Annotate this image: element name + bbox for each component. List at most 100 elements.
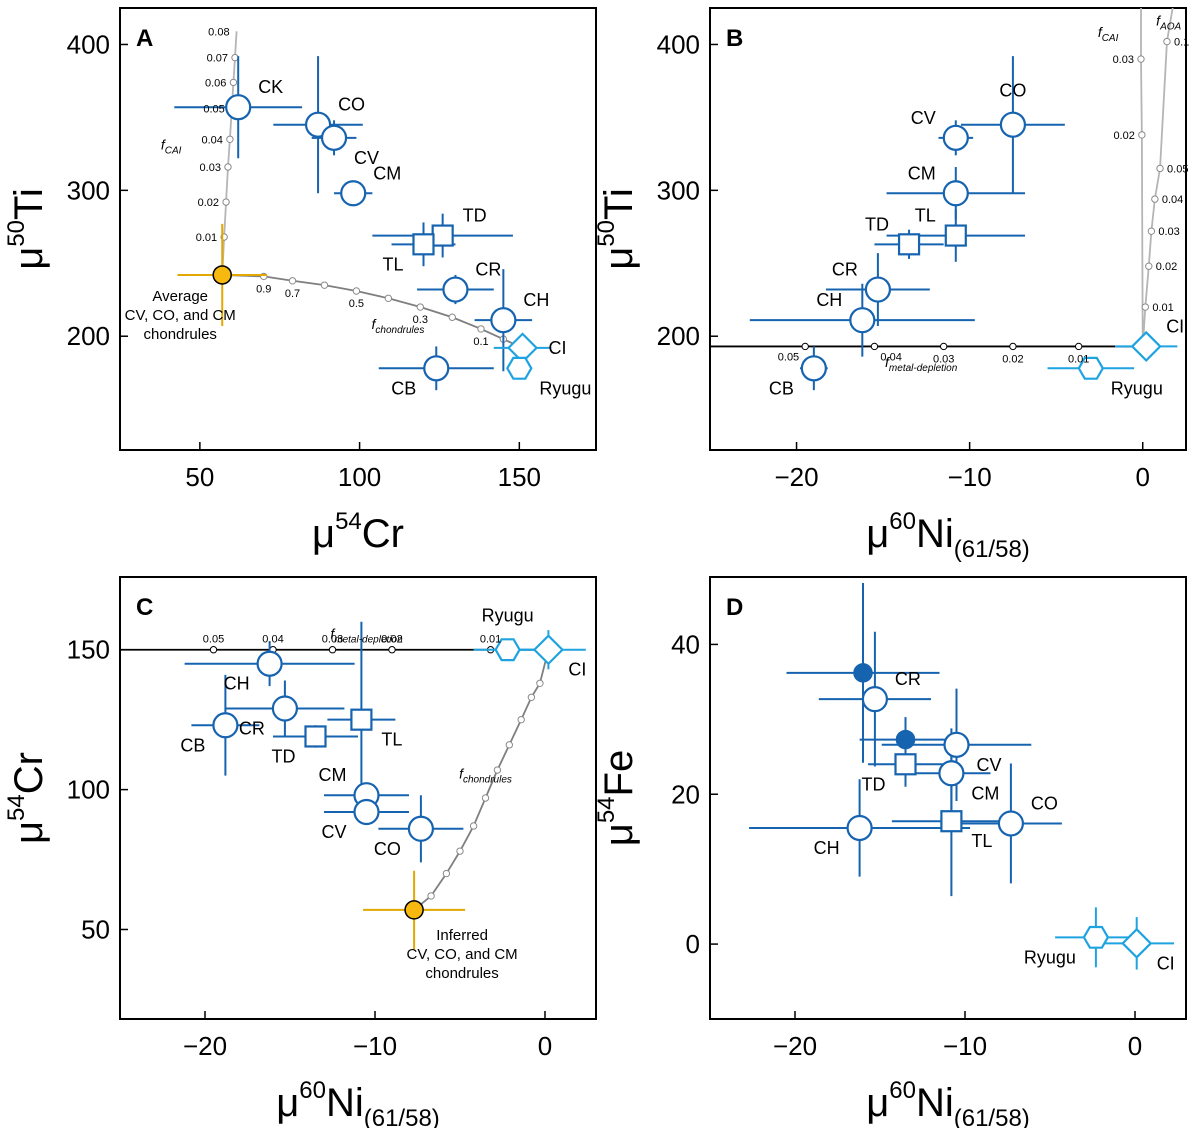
point-ci [1121, 927, 1153, 959]
point-label: TD [272, 746, 296, 766]
x-axis-label: μ60Ni(61/58) [866, 508, 1030, 563]
curve-tick-label: 0.02 [1156, 261, 1177, 273]
x-tick-label: −20 [183, 1031, 227, 1061]
x-axis-label-sup: 60 [889, 508, 916, 535]
point-cb [212, 712, 239, 739]
plot-area [120, 621, 586, 950]
point-tl [944, 224, 967, 247]
curve-tick-label: 0.02 [1002, 353, 1023, 365]
y-axis-label: μ54Fe [593, 750, 641, 846]
point-label: TL [381, 730, 402, 750]
point-cb [423, 355, 450, 382]
curve-tick-label: 0.02 [198, 197, 219, 209]
point-label: CI [568, 660, 586, 680]
curve-label-sub: metal-depletion [889, 363, 958, 374]
curve-tick-label: 0.03 [1113, 54, 1134, 66]
curve-node [222, 198, 230, 206]
point-label: CO [999, 81, 1026, 101]
point-filled [895, 729, 916, 750]
point-label: CR [475, 260, 501, 280]
point-label: CV [911, 108, 936, 128]
point-label: CK [258, 77, 283, 97]
y-axis-label: μ50Ti [3, 188, 51, 270]
point-label: CI [1166, 316, 1184, 336]
curve-label-sub: AOA [1159, 22, 1181, 33]
curve-label: fmetal-depletion [885, 354, 958, 374]
curve-node [527, 693, 536, 701]
point-td [897, 233, 921, 256]
point-cv [320, 124, 348, 151]
x-axis-label-rest: Ni [326, 1081, 364, 1125]
y-tick-label: 0 [686, 929, 700, 959]
point-tl [350, 708, 373, 731]
curve-label-f: f [372, 316, 378, 332]
y-tick-label: 400 [657, 29, 700, 59]
x-axis-label-base: μ [276, 1081, 299, 1125]
y-axis-label-sup: 50 [3, 220, 30, 247]
point-td [304, 725, 327, 748]
point-ch [846, 814, 873, 842]
curve-node [493, 766, 502, 774]
curve-node [442, 869, 451, 878]
curve-tick-label: 0.03 [200, 162, 221, 174]
curve-tick-label: 0.01 [196, 232, 217, 244]
curve-node [1145, 262, 1153, 270]
y-axis-label-rest: Ti [597, 188, 641, 220]
curve-label: fchondrules [459, 765, 512, 785]
point-cr [864, 276, 891, 303]
curve-tick-label: 0.03 [322, 634, 343, 646]
point-label: CM [373, 163, 401, 183]
point-label: CR [895, 669, 921, 689]
curve-node [229, 78, 238, 87]
curve-node [209, 646, 218, 654]
curve-tick-label: 0.06 [205, 77, 226, 89]
point-filled [853, 663, 873, 683]
y-axis-label-sup: 50 [593, 220, 620, 247]
curve-tick-label: 0.01 [480, 634, 501, 646]
x-axis-label-rest: Ni [916, 1081, 954, 1125]
curve-node [384, 294, 393, 302]
curve-label: fmetal-depletion [330, 626, 403, 646]
point-label: CV [354, 148, 379, 168]
curve-node [288, 277, 297, 285]
curve-tick-label: 0.01 [1068, 353, 1089, 365]
point-label: CV [321, 822, 346, 842]
curve-tick-label: 0.08 [208, 26, 229, 38]
curve-node [1141, 303, 1150, 311]
y-tick-label: 50 [81, 914, 110, 944]
point-chondrules [212, 265, 232, 285]
plot-area [174, 31, 552, 391]
chondrule-note: Inferred CV, CO, and CM chondrules [407, 927, 518, 982]
curve-tick-label: 0.1 [1174, 37, 1189, 49]
point-ryugu [1082, 925, 1110, 949]
point-label: CR [832, 260, 858, 280]
curve-node [517, 715, 525, 724]
x-axis-label-base: μ [866, 1081, 889, 1125]
point-ryugu [1077, 356, 1105, 380]
curve-label-sub: metal-depletion [334, 635, 403, 646]
curve-tick-label: 0.5 [349, 298, 364, 310]
curve-label: fCAI [1098, 24, 1119, 44]
curve-node [416, 303, 424, 311]
point-label: TL [971, 831, 992, 851]
curve-node [870, 342, 879, 351]
point-label: CB [180, 735, 205, 755]
chondrule-note-line: Inferred [436, 927, 488, 944]
chondrule-note-line: Average [152, 288, 208, 305]
point-label: TL [915, 206, 936, 226]
curve-label: fAOA [1156, 13, 1181, 33]
y-tick-label: 300 [657, 175, 700, 205]
x-tick-label: −10 [948, 462, 992, 492]
y-axis-label: μ54Cr [3, 752, 51, 844]
y-axis-label-base: μ [597, 247, 641, 270]
chondrule-note-line: chondrules [425, 965, 498, 982]
curve-label-sub: chondrules [375, 325, 424, 336]
curve-tick-label: 0.7 [285, 288, 300, 300]
curve-node [1147, 227, 1156, 235]
x-tick-label: 0 [538, 1031, 552, 1061]
x-axis-label-sub: (61/58) [364, 1105, 440, 1128]
curve-node [481, 794, 490, 802]
curve-label-f: f [885, 354, 891, 370]
curve-label-f: f [1098, 24, 1104, 40]
